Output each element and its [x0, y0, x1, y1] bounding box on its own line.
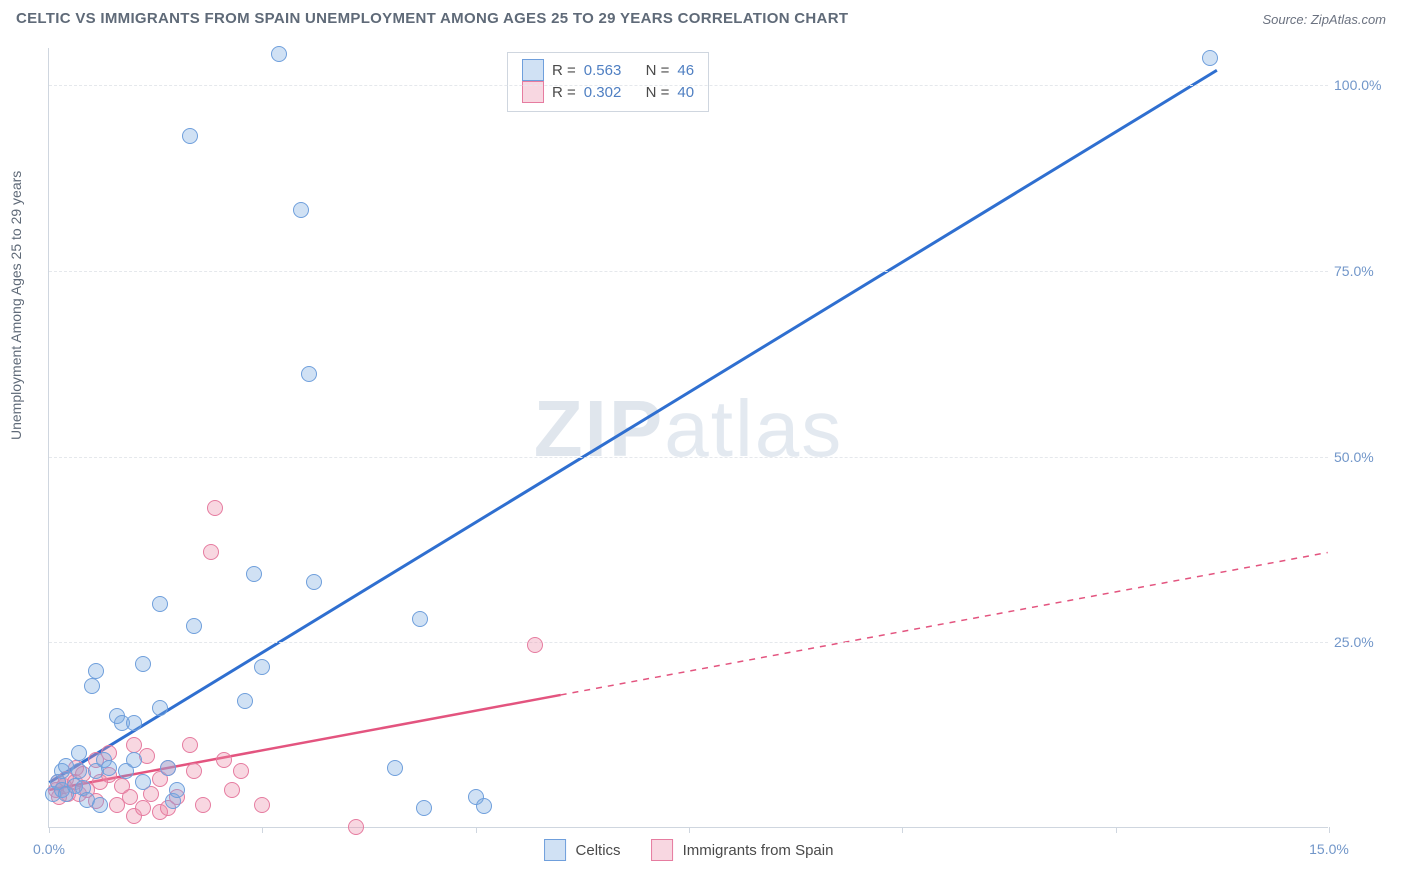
- point-celtics: [271, 46, 287, 62]
- point-celtics: [169, 782, 185, 798]
- series-legend: Celtics Immigrants from Spain: [544, 839, 834, 861]
- point-celtics: [293, 202, 309, 218]
- point-celtics: [246, 566, 262, 582]
- point-celtics: [126, 752, 142, 768]
- point-spain: [254, 797, 270, 813]
- x-tick: [262, 827, 263, 833]
- legend-label-celtics: Celtics: [576, 842, 621, 859]
- point-spain: [186, 763, 202, 779]
- gridline: [49, 642, 1328, 643]
- y-axis-label: Unemployment Among Ages 25 to 29 years: [8, 171, 24, 440]
- point-celtics: [135, 774, 151, 790]
- x-tick: [689, 827, 690, 833]
- point-spain: [348, 819, 364, 835]
- point-celtics: [387, 760, 403, 776]
- point-celtics: [237, 693, 253, 709]
- point-spain: [527, 637, 543, 653]
- legend-row-celtics: R = 0.563 N = 46: [522, 59, 694, 81]
- point-spain: [203, 544, 219, 560]
- watermark: ZIPatlas: [534, 382, 843, 474]
- x-tick: [1116, 827, 1117, 833]
- x-tick-label: 0.0%: [33, 841, 65, 857]
- point-celtics: [152, 596, 168, 612]
- point-spain: [224, 782, 240, 798]
- x-tick: [476, 827, 477, 833]
- point-celtics: [1202, 50, 1218, 66]
- n-value-celtics: 46: [677, 62, 694, 79]
- chart-title: CELTIC VS IMMIGRANTS FROM SPAIN UNEMPLOY…: [16, 10, 848, 27]
- point-celtics: [101, 760, 117, 776]
- point-celtics: [186, 618, 202, 634]
- point-celtics: [254, 659, 270, 675]
- point-celtics: [126, 715, 142, 731]
- point-celtics: [152, 700, 168, 716]
- point-celtics: [476, 798, 492, 814]
- y-tick-label: 25.0%: [1334, 634, 1390, 650]
- swatch-celtics: [522, 59, 544, 81]
- legend-label-spain: Immigrants from Spain: [683, 842, 834, 859]
- point-spain: [195, 797, 211, 813]
- point-celtics: [182, 128, 198, 144]
- point-celtics: [88, 663, 104, 679]
- scatter-plot: ZIPatlas R = 0.563 N = 46 R = 0.302 N = …: [48, 48, 1328, 828]
- point-celtics: [412, 611, 428, 627]
- source-attribution: Source: ZipAtlas.com: [1262, 12, 1386, 27]
- swatch-celtics-bottom: [544, 839, 566, 861]
- point-celtics: [301, 366, 317, 382]
- point-celtics: [84, 678, 100, 694]
- r-value-celtics: 0.563: [584, 62, 622, 79]
- point-celtics: [160, 760, 176, 776]
- x-tick: [49, 827, 50, 833]
- point-spain: [207, 500, 223, 516]
- gridline: [49, 457, 1328, 458]
- regression-lines: [49, 48, 1328, 827]
- point-spain: [135, 800, 151, 816]
- y-tick-label: 50.0%: [1334, 449, 1390, 465]
- y-tick-label: 75.0%: [1334, 263, 1390, 279]
- x-tick: [1329, 827, 1330, 833]
- point-spain: [233, 763, 249, 779]
- point-spain: [216, 752, 232, 768]
- x-tick-label: 15.0%: [1309, 841, 1349, 857]
- point-celtics: [71, 763, 87, 779]
- x-tick: [902, 827, 903, 833]
- point-spain: [182, 737, 198, 753]
- gridline: [49, 85, 1328, 86]
- point-celtics: [92, 797, 108, 813]
- y-tick-label: 100.0%: [1334, 77, 1390, 93]
- point-celtics: [416, 800, 432, 816]
- point-celtics: [71, 745, 87, 761]
- swatch-spain-bottom: [651, 839, 673, 861]
- point-celtics: [306, 574, 322, 590]
- gridline: [49, 271, 1328, 272]
- point-celtics: [135, 656, 151, 672]
- correlation-legend: R = 0.563 N = 46 R = 0.302 N = 40: [507, 52, 709, 112]
